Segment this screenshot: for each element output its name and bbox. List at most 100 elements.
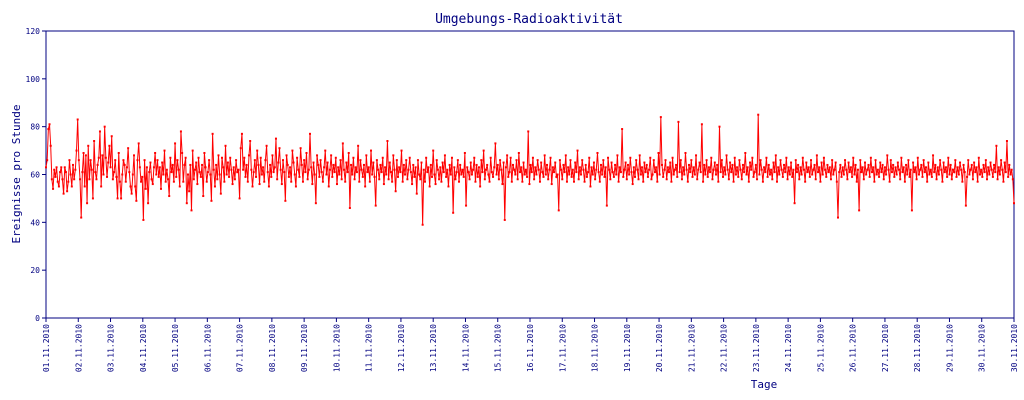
data-point [337, 166, 340, 169]
data-point [466, 166, 469, 169]
y-axis: 0 20 40 60 80 100 120 [26, 27, 46, 323]
data-point [698, 161, 701, 164]
data-point [826, 163, 829, 166]
data-point [799, 166, 802, 169]
data-point [753, 171, 756, 174]
data-point [191, 149, 194, 152]
data-point [247, 154, 250, 157]
data-point [895, 173, 898, 176]
data-point [628, 173, 631, 176]
data-point [944, 166, 947, 169]
x-tick-label: 01.11.2010 [42, 324, 51, 372]
data-point [138, 166, 141, 169]
data-point [100, 185, 103, 188]
data-point [968, 173, 971, 176]
data-point [89, 159, 92, 162]
data-point [599, 163, 602, 166]
data-point [204, 166, 207, 169]
data-point [56, 180, 59, 183]
data-point [885, 173, 888, 176]
data-point [971, 178, 974, 181]
data-point [682, 166, 685, 169]
data-point [113, 171, 116, 174]
data-point [62, 192, 65, 195]
data-point [527, 130, 530, 133]
data-point [648, 168, 651, 171]
data-point [504, 166, 507, 169]
data-point [548, 168, 551, 171]
data-point [277, 161, 280, 164]
data-point [893, 175, 896, 178]
data-point [837, 216, 839, 219]
data-point [475, 163, 478, 166]
data-point [961, 180, 964, 183]
data-point [589, 185, 592, 188]
data-point [443, 154, 446, 157]
data-point [811, 173, 814, 176]
data-point [237, 168, 240, 171]
data-point [243, 156, 246, 159]
data-point [304, 171, 307, 174]
data-point [240, 132, 243, 135]
data-point [223, 180, 226, 183]
data-point [713, 161, 716, 164]
data-point [957, 173, 960, 176]
data-point [154, 151, 157, 154]
data-point [738, 159, 741, 162]
data-point [493, 166, 496, 169]
data-point [976, 180, 979, 183]
data-point [57, 185, 60, 188]
data-point [460, 173, 463, 176]
data-point [486, 163, 489, 166]
data-point [835, 180, 838, 183]
data-point [764, 171, 767, 174]
data-point [997, 166, 1000, 169]
data-point [827, 171, 830, 174]
data-point [793, 202, 796, 205]
data-point [954, 159, 957, 162]
data-point [1009, 173, 1012, 176]
data-point [489, 156, 492, 159]
data-point [824, 168, 827, 171]
data-point [330, 154, 333, 157]
data-point [185, 202, 188, 205]
data-point [744, 151, 747, 154]
data-point [949, 163, 952, 166]
data-point [577, 178, 580, 181]
data-point [804, 180, 807, 183]
data-point [720, 159, 723, 162]
data-point [649, 156, 652, 159]
data-point [104, 156, 107, 159]
data-point [707, 166, 710, 169]
data-point [49, 144, 52, 147]
data-point [60, 166, 63, 169]
x-tick-label: 30.11.2010 [978, 324, 987, 372]
data-point [487, 173, 490, 176]
data-point [514, 173, 517, 176]
data-point [479, 185, 482, 188]
data-point [778, 173, 781, 176]
data-point [657, 151, 660, 154]
data-point [917, 173, 920, 176]
data-point [291, 149, 294, 152]
data-point [556, 173, 559, 176]
data-point [989, 161, 992, 164]
data-point [134, 185, 137, 188]
data-point [75, 149, 78, 152]
data-point [711, 178, 714, 181]
data-point [320, 171, 323, 174]
data-point [145, 166, 148, 169]
data-point [189, 163, 192, 166]
data-point [862, 178, 865, 181]
data-point [188, 190, 191, 193]
data-point [727, 178, 730, 181]
data-point [1004, 171, 1007, 174]
data-point [321, 180, 324, 183]
data-point [91, 197, 94, 200]
data-point [278, 147, 281, 150]
data-point [609, 178, 612, 181]
data-point [580, 173, 583, 176]
data-point [856, 168, 859, 171]
data-point [414, 166, 417, 169]
data-point [623, 168, 626, 171]
